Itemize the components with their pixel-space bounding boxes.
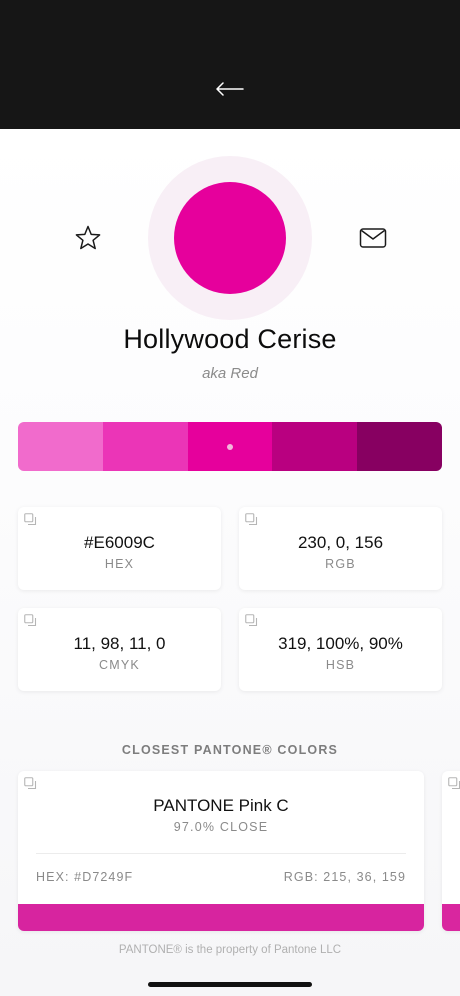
mail-icon <box>359 228 387 248</box>
pantone-match-card[interactable]: PANTONE Pink C 97.0% CLOSE HEX: #D7249F … <box>18 771 424 931</box>
pantone-closeness: 97.0% CLOSE <box>173 820 269 834</box>
back-button[interactable] <box>212 76 248 102</box>
cmyk-code-card[interactable]: 11, 98, 11, 0 CMYK <box>18 608 221 691</box>
shade-strip <box>18 422 442 471</box>
shade-swatch-4[interactable] <box>272 422 358 471</box>
shade-swatch-5[interactable] <box>357 422 442 471</box>
cmyk-value: 11, 98, 11, 0 <box>73 634 166 653</box>
shade-swatch-1[interactable] <box>18 422 103 471</box>
top-bar <box>0 0 460 129</box>
pantone-name: PANTONE Pink C <box>153 796 289 815</box>
hex-value: #E6009C <box>84 533 155 552</box>
pantone-color-bar <box>18 904 424 931</box>
hsb-code-card[interactable]: 319, 100%, 90% HSB <box>239 608 442 691</box>
next-pantone-card[interactable] <box>442 771 460 931</box>
copy-icon <box>24 614 37 627</box>
arrow-left-icon <box>216 82 244 96</box>
favorite-button[interactable] <box>74 224 102 252</box>
home-indicator <box>148 982 312 987</box>
next-pantone-color-bar <box>442 904 460 931</box>
shade-swatch-3[interactable] <box>187 422 273 471</box>
color-swatch <box>174 182 286 294</box>
pantone-trademark-notice: PANTONE® is the property of Pantone LLC <box>118 944 342 956</box>
selected-shade-indicator <box>226 443 233 450</box>
divider <box>36 853 406 854</box>
pantone-hex: HEX: #D7249F <box>36 870 134 884</box>
rgb-label: RGB <box>325 557 356 571</box>
closest-pantone-title: CLOSEST PANTONE® COLORS <box>121 743 339 757</box>
copy-icon <box>24 513 37 526</box>
copy-icon <box>245 614 258 627</box>
hex-code-card[interactable]: #E6009C HEX <box>18 507 221 590</box>
copy-icon <box>24 777 37 790</box>
star-icon <box>75 225 101 250</box>
hex-label: HEX <box>104 557 135 571</box>
rgb-value: 230, 0, 156 <box>297 533 384 552</box>
share-mail-button[interactable] <box>358 226 388 250</box>
copy-icon <box>448 777 460 790</box>
pantone-rgb: RGB: 215, 36, 159 <box>283 870 406 884</box>
cmyk-label: CMYK <box>99 658 140 672</box>
copy-icon <box>245 513 258 526</box>
color-alias: aka Red <box>202 365 258 382</box>
shade-swatch-2[interactable] <box>102 422 188 471</box>
rgb-code-card[interactable]: 230, 0, 156 RGB <box>239 507 442 590</box>
hsb-value: 319, 100%, 90% <box>278 634 403 653</box>
hsb-label: HSB <box>325 658 356 672</box>
color-name: Hollywood Cerise <box>123 324 337 354</box>
